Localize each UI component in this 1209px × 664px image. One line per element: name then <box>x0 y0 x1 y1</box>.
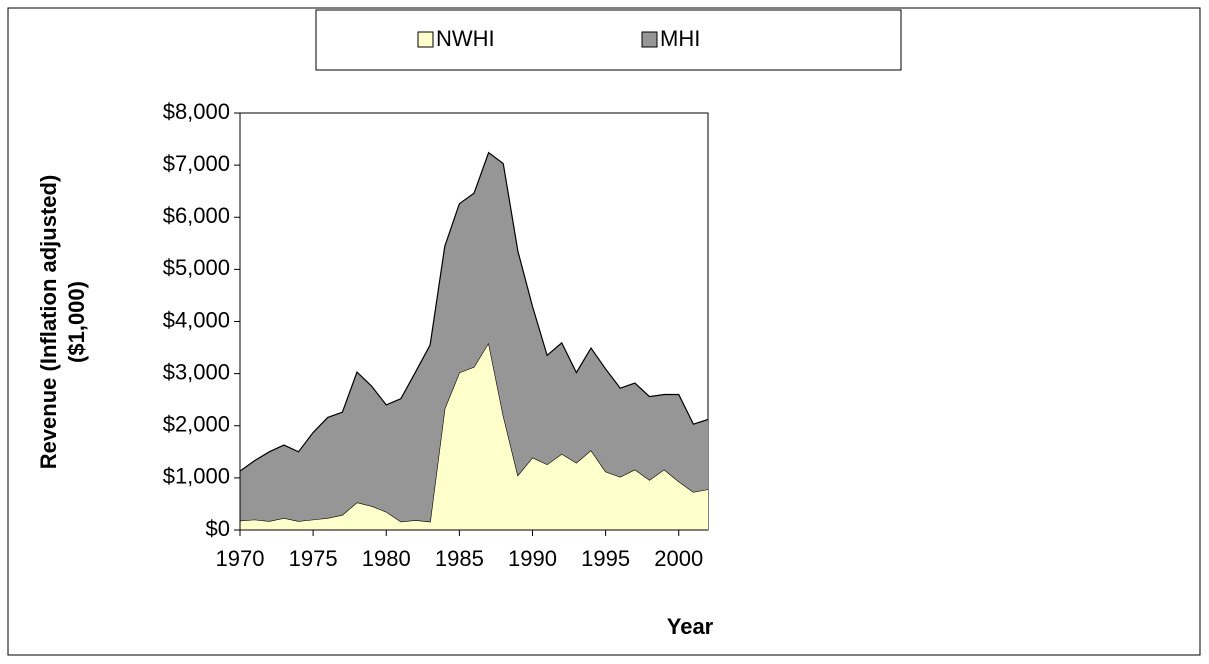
y-axis-title: Revenue (Inflation adjusted) <box>36 175 61 470</box>
area <box>240 342 708 530</box>
legend-label: MHI <box>660 26 700 51</box>
legend-box <box>315 9 902 71</box>
legend-swatch <box>417 31 434 48</box>
y-tick-label: $5,000 <box>163 255 230 280</box>
y-tick-label: $7,000 <box>163 151 230 176</box>
y-tick-label: $6,000 <box>163 203 230 228</box>
x-tick-label: 1985 <box>435 546 484 571</box>
y-tick-label: $2,000 <box>163 412 230 437</box>
legend-swatch <box>641 31 658 48</box>
x-tick-label: 1970 <box>216 546 265 571</box>
x-tick-label: 1980 <box>362 546 411 571</box>
area <box>240 152 708 522</box>
y-tick-label: $0 <box>206 516 230 541</box>
x-tick-label: 1975 <box>289 546 338 571</box>
y-tick-label: $3,000 <box>163 359 230 384</box>
y-axis-title: ($1,000) <box>64 281 89 363</box>
y-tick-label: $8,000 <box>163 99 230 124</box>
x-tick-label: 1990 <box>508 546 557 571</box>
legend-label: NWHI <box>436 26 495 51</box>
y-tick-label: $4,000 <box>163 307 230 332</box>
x-tick-label: 1995 <box>581 546 630 571</box>
y-tick-label: $1,000 <box>163 464 230 489</box>
x-axis-title: Year <box>667 614 714 639</box>
area-edge <box>239 151 709 472</box>
x-tick-label: 2000 <box>654 546 703 571</box>
